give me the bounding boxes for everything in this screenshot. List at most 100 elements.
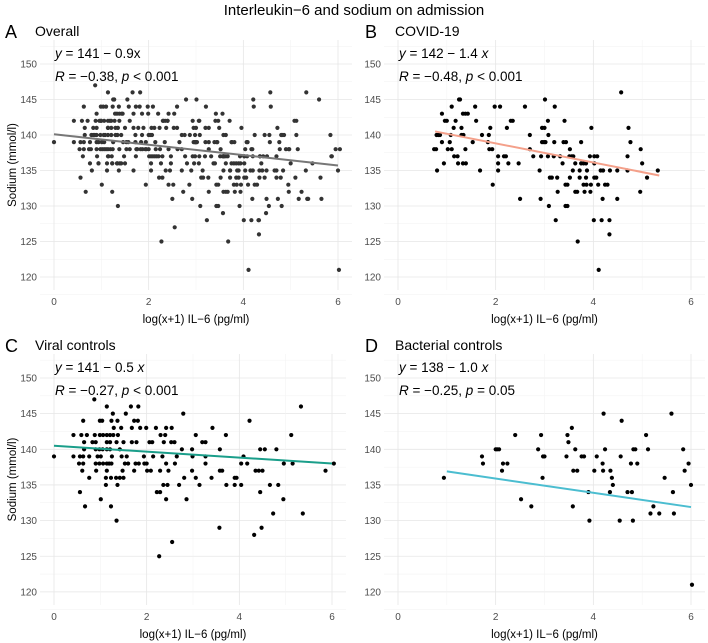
data-point xyxy=(184,497,189,502)
panel-B: 0 2 4 6 120 125 130 135 140 145 150 log(x+1) IL−6 (… xyxy=(364,22,705,326)
data-point xyxy=(144,461,149,466)
data-point xyxy=(290,461,295,466)
data-point xyxy=(237,203,242,209)
data-point xyxy=(257,175,262,180)
data-point xyxy=(584,168,590,173)
data-point xyxy=(538,432,544,438)
data-point xyxy=(256,468,261,473)
data-point xyxy=(251,97,256,102)
data-point xyxy=(105,132,111,138)
data-point xyxy=(71,118,76,123)
data-point xyxy=(227,168,233,173)
data-point xyxy=(71,454,76,459)
panel-title: Bacterial controls xyxy=(395,337,502,353)
data-point xyxy=(640,161,645,166)
data-point xyxy=(220,211,226,216)
data-point xyxy=(105,154,111,159)
x-tick-label: 6 xyxy=(688,297,694,308)
y-tick-label: 125 xyxy=(364,237,381,248)
data-point xyxy=(156,175,162,180)
data-point xyxy=(138,90,143,95)
data-point xyxy=(97,432,102,438)
data-point xyxy=(516,161,521,166)
panel-letter: B xyxy=(365,22,377,42)
data-point xyxy=(89,168,94,173)
data-point xyxy=(94,111,99,116)
x-tick-label: 4 xyxy=(591,297,597,308)
data-point xyxy=(158,432,163,438)
data-point xyxy=(645,447,651,452)
data-point xyxy=(281,132,287,138)
data-point xyxy=(513,432,518,438)
data-point xyxy=(293,175,298,180)
data-point xyxy=(221,189,226,194)
data-point xyxy=(563,140,569,145)
data-point xyxy=(479,454,485,459)
data-point xyxy=(439,111,445,116)
data-point xyxy=(144,425,149,431)
data-point xyxy=(217,447,222,452)
x-tick-label: 6 xyxy=(329,612,335,623)
data-point xyxy=(110,147,115,152)
data-point xyxy=(124,454,129,459)
data-point xyxy=(167,168,173,173)
data-point xyxy=(85,118,90,123)
x-tick-label: 4 xyxy=(237,612,243,623)
data-point xyxy=(434,168,440,173)
panel-letter: D xyxy=(365,336,378,356)
data-point xyxy=(220,468,225,473)
data-point xyxy=(499,468,505,473)
data-point xyxy=(595,154,600,159)
data-point xyxy=(119,454,124,459)
data-point xyxy=(87,161,93,166)
data-point xyxy=(209,475,214,480)
x-tick-label: 0 xyxy=(395,612,401,623)
panel-A: 0 2 4 6 120 125 130 135 140 145 150 log(x+1) IL−6 (… xyxy=(5,22,352,326)
data-point xyxy=(217,125,222,130)
data-point xyxy=(500,461,506,466)
data-point xyxy=(181,189,186,194)
data-point xyxy=(582,189,587,194)
data-point xyxy=(87,454,92,459)
data-point xyxy=(473,104,478,109)
data-point xyxy=(538,196,543,201)
data-point xyxy=(486,132,491,138)
data-point xyxy=(274,154,279,159)
x-tick-label: 0 xyxy=(51,297,57,308)
data-point xyxy=(163,168,168,173)
data-point xyxy=(147,154,152,159)
data-point xyxy=(278,175,283,180)
data-point xyxy=(565,182,570,187)
data-point xyxy=(552,140,557,145)
data-point xyxy=(109,118,114,123)
data-point xyxy=(108,504,114,509)
data-point xyxy=(496,168,501,173)
data-point xyxy=(250,196,255,201)
data-point xyxy=(143,182,148,187)
data-point xyxy=(161,440,166,445)
y-tick-label: 135 xyxy=(364,480,381,491)
data-point xyxy=(79,118,85,123)
data-point xyxy=(295,147,300,152)
data-point xyxy=(531,154,536,159)
data-point xyxy=(455,161,461,166)
data-point xyxy=(518,497,524,502)
data-point xyxy=(239,482,244,488)
data-point xyxy=(182,132,187,138)
data-point xyxy=(131,111,136,116)
data-point xyxy=(202,154,208,159)
data-point xyxy=(546,203,551,209)
data-point xyxy=(170,196,175,201)
data-point xyxy=(529,504,534,509)
data-point xyxy=(629,489,635,495)
x-axis-title: log(x+1) IL−6 (pg/ml) xyxy=(140,629,247,641)
data-point xyxy=(575,468,580,473)
y-tick-label: 140 xyxy=(20,445,37,456)
data-point xyxy=(196,161,201,166)
data-point xyxy=(281,497,286,502)
data-point xyxy=(630,518,635,523)
data-point xyxy=(109,132,114,138)
data-point xyxy=(555,175,560,180)
data-point xyxy=(522,104,528,109)
data-point xyxy=(129,440,134,445)
